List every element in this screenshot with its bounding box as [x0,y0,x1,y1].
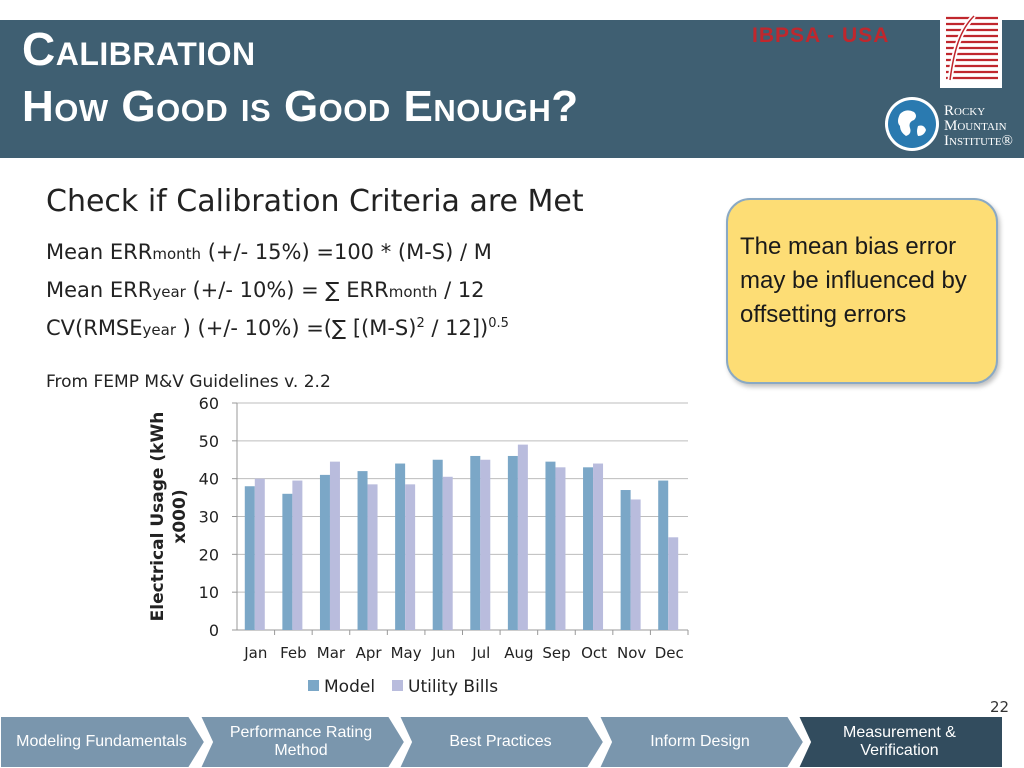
callout-box: The mean bias error may be influenced by… [726,198,998,384]
y-tick-label: 30 [199,508,219,527]
y-tick-label: 40 [199,470,219,489]
x-tick-label: Jun [431,644,455,662]
bar-utility-bills [555,467,566,630]
legend-label: Model [324,677,375,697]
y-tick-label: 10 [199,583,219,602]
nav-tab[interactable]: Measurement & Verification [798,716,1003,768]
legend-swatch [392,680,403,691]
nav-tab-label: Performance Rating Method [229,724,373,759]
nav-tab[interactable]: Performance Rating Method [199,716,405,768]
nav-tab-label: Best Practices [449,733,552,750]
bar-model [545,461,556,630]
nav-tab[interactable]: Best Practices [399,716,604,768]
bar-utility-bills [668,537,679,630]
bar-utility-bills [367,484,378,630]
page-number: 22 [990,698,1010,716]
calibration-bar-chart: 0 10 20 30 40 50 60 Jan Feb Mar Apr May Jun Jul Aug Sep… [148,394,689,697]
bar-model [507,455,518,630]
rmi-globe-icon [885,97,939,151]
formula-mean-err-year: Mean ERRyear (+/- 10%) = ∑ ERRmonth / 12 [46,278,485,302]
nav-tab-label: Measurement & Verification [843,724,956,759]
bar-model [319,474,330,630]
bar-model [470,455,481,630]
x-tick-label: Oct [581,644,607,662]
x-tick-label: May [391,644,422,662]
bar-model [282,493,293,630]
legend-swatch [308,680,319,691]
rmi-wordmark: Rocky Mountain Institute® [944,103,1013,149]
bar-model [620,490,631,630]
bar-model [395,463,406,630]
x-tick-label: Aug [504,644,533,662]
bar-model [357,471,368,630]
title-banner [0,20,1024,158]
bar-utility-bills [329,461,340,630]
x-tick-label: Jul [471,644,490,662]
x-tick-label: Jan [243,644,267,662]
bar-utility-bills [442,476,453,630]
formula-cv-rmse: CV(RMSEyear ) (+/- 10%) =(∑ [(M-S)2 / 12… [46,316,509,340]
nav-tab-label: Modeling Fundamentals [16,733,187,750]
y-tick-label: 20 [199,545,219,564]
bar-model [583,467,594,630]
bar-utility-bills [630,499,641,630]
bar-utility-bills [593,463,604,630]
nav-tab-label: Inform Design [650,733,750,750]
formula-mean-err-month: Mean ERRmonth (+/- 15%) =100 * (M-S) / M [46,240,492,264]
bar-utility-bills [254,478,265,630]
legend-label: Utility Bills [408,677,498,697]
nav-tab[interactable]: Modeling Fundamentals [0,716,205,768]
x-tick-label: Feb [280,644,307,662]
y-tick-label: 50 [199,432,219,451]
x-tick-label: Nov [617,644,646,662]
x-tick-label: Sep [542,644,570,662]
x-tick-label: Dec [655,644,684,662]
bar-utility-bills [405,484,416,630]
ibpsa-brand-text: IBPSA - USA [752,24,890,47]
source-note: From FEMP M&V Guidelines v. 2.2 [46,372,331,392]
bar-model [244,486,255,630]
slide-title: Calibration [22,23,256,75]
bar-model [432,459,443,630]
x-tick-label: Apr [356,644,383,662]
nav-tab[interactable]: Inform Design [598,716,804,768]
x-tick-label: Mar [317,644,346,662]
y-tick-label: 0 [209,621,219,640]
bar-utility-bills [480,459,491,630]
y-axis-label: Electrical Usage (kWh x000) [148,412,190,622]
slide-subtitle-title: How Good is Good Enough? [22,82,579,131]
bar-utility-bills [517,444,528,630]
bar-model [658,480,669,630]
bar-utility-bills [292,480,303,630]
criteria-heading: Check if Calibration Criteria are Met [46,184,584,219]
y-tick-label: 60 [199,394,219,413]
ibpsa-logo-icon [940,10,1002,88]
